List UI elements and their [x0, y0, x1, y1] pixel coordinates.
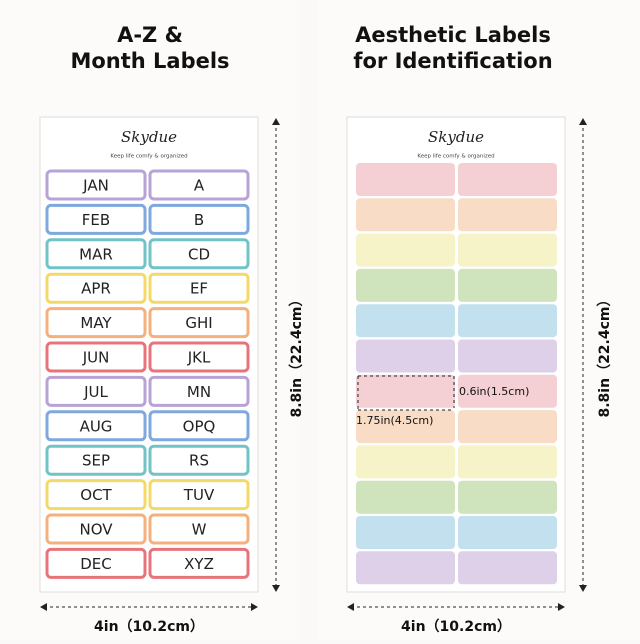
dimension-lines [44, 122, 584, 608]
pastel-label [458, 480, 557, 514]
month-label [45, 272, 147, 304]
label-text: JUL [83, 383, 108, 401]
label-text: JAN [82, 177, 109, 195]
month-label [148, 238, 250, 270]
month-label [45, 169, 147, 201]
pastel-label [356, 551, 455, 585]
pastel-label [458, 198, 557, 232]
left-title: Month Labels [70, 49, 229, 73]
pastel-label [356, 233, 455, 267]
right-title: for Identification [353, 49, 552, 73]
month-label [148, 410, 250, 442]
width-label: 4in（10.2cm） [401, 619, 511, 635]
label-text: W [192, 521, 207, 539]
pastel-label [356, 339, 455, 373]
month-label [45, 203, 147, 235]
month-label [148, 444, 250, 476]
label-text: APR [81, 280, 111, 298]
label-text: GHI [185, 314, 212, 332]
month-label [45, 513, 147, 545]
label-text: OCT [80, 486, 112, 504]
pastel-label [458, 445, 557, 479]
month-label [45, 444, 147, 476]
month-label [148, 513, 250, 545]
tagline: Keep life comfy & organized [110, 154, 187, 160]
left-title: A-Z & [117, 23, 183, 47]
pastel-label [356, 163, 455, 196]
label-text: TUV [183, 486, 215, 504]
label-text: A [194, 177, 205, 195]
brand: Skydue [121, 128, 177, 146]
pastel-label [356, 268, 455, 302]
pastel-label [458, 516, 557, 549]
pastel-label [356, 304, 455, 338]
label-text: B [194, 211, 204, 229]
month-label [148, 307, 250, 339]
month-label [45, 307, 147, 339]
month-label [148, 169, 250, 201]
month-label [148, 203, 250, 235]
pastel-label [356, 445, 455, 479]
label-text: MAR [79, 245, 113, 263]
label-text: JKL [187, 349, 211, 367]
month-label [45, 410, 147, 442]
pastel-label [356, 374, 455, 408]
tagline: Keep life comfy & organized [417, 154, 494, 160]
label-text: RS [189, 452, 209, 470]
month-label [148, 272, 250, 304]
pastel-label [458, 410, 557, 444]
label-text: FEB [82, 211, 110, 229]
label-text: CD [188, 245, 210, 263]
label-text: MAY [80, 314, 112, 332]
label-text: DEC [80, 555, 112, 573]
label-text: XYZ [184, 555, 214, 573]
month-label [45, 547, 147, 579]
month-label [45, 479, 147, 511]
pastel-label [458, 233, 557, 267]
pastel-label [458, 304, 557, 338]
label-text: MN [187, 383, 211, 401]
month-label [45, 238, 147, 270]
label-text: EF [190, 280, 208, 298]
arrowheads [40, 118, 587, 611]
pastel-label [458, 268, 557, 302]
pastel-label [458, 339, 557, 373]
label-text: SEP [82, 452, 110, 470]
month-label [45, 375, 147, 407]
month-label [148, 375, 250, 407]
label-text: OPQ [183, 417, 216, 435]
pastel-label [458, 374, 557, 408]
label-height: 0.6in(1.5cm) [459, 385, 529, 398]
pastel-label [356, 410, 455, 444]
pastel-label [356, 198, 455, 232]
label-text: NOV [79, 521, 113, 539]
label-width: 1.75in(4.5cm) [356, 414, 433, 427]
width-label: 4in（10.2cm） [94, 619, 204, 635]
pastel-label [458, 163, 557, 196]
pastel-label [356, 516, 455, 549]
right-title: Aesthetic Labels [355, 23, 551, 47]
label-text: JUN [82, 349, 110, 367]
height-label: 8.8in（22.4cm） [597, 293, 613, 418]
pastel-label [458, 551, 557, 585]
month-label [45, 341, 147, 373]
pastel-label [356, 480, 455, 514]
month-label [148, 341, 250, 373]
brand: Skydue [428, 128, 484, 146]
month-label [148, 547, 250, 579]
height-label: 8.8in（22.4cm） [289, 293, 305, 418]
month-label [148, 479, 250, 511]
label-text: AUG [80, 417, 113, 435]
